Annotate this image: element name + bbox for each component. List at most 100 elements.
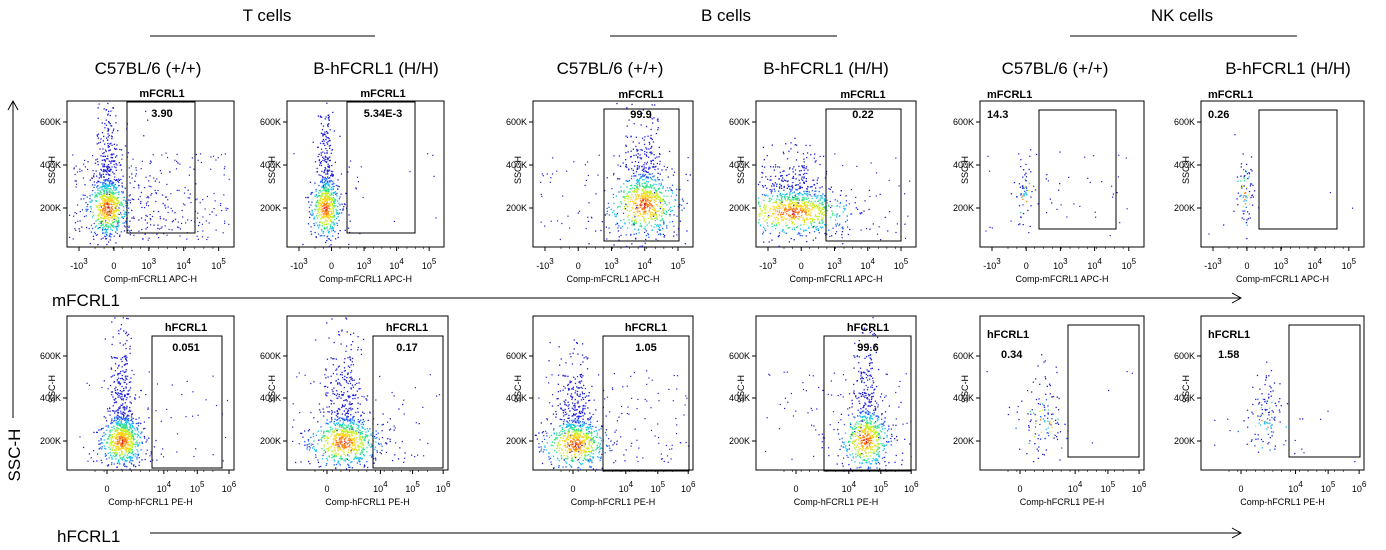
- event-dot: [644, 174, 646, 176]
- event-dot: [143, 435, 145, 438]
- event-dot: [116, 228, 118, 231]
- event-dot: [798, 197, 800, 199]
- event-dot: [663, 212, 665, 215]
- event-dot: [661, 219, 663, 221]
- event-dot: [109, 143, 111, 145]
- event-dot: [101, 132, 104, 134]
- event-dot: [217, 157, 219, 159]
- genotype-title: C57BL/6 (+/+): [557, 59, 664, 78]
- event-dot: [633, 187, 635, 190]
- event-dot: [338, 202, 340, 204]
- event-dot: [644, 188, 646, 190]
- event-dot: [664, 234, 666, 237]
- event-dot: [793, 217, 796, 219]
- group-label-t-cells: T cells: [243, 6, 292, 25]
- event-dot: [100, 216, 102, 219]
- event-dot: [869, 195, 871, 198]
- arrowhead-icon: [1231, 292, 1243, 304]
- event-dot: [222, 232, 224, 234]
- event-dot: [123, 441, 125, 444]
- x-axis-label: Comp-mFCRL1 APC-H: [319, 274, 412, 284]
- event-dot: [111, 136, 113, 138]
- event-dot: [826, 199, 828, 201]
- event-dot: [329, 217, 331, 219]
- event-dot: [110, 110, 112, 112]
- event-dot: [138, 464, 140, 466]
- event-dot: [985, 230, 987, 232]
- event-dot: [661, 169, 663, 171]
- event-dot: [129, 456, 132, 458]
- event-dot: [776, 224, 778, 226]
- event-dot: [792, 216, 794, 218]
- event-dot: [120, 358, 122, 360]
- event-dot: [92, 170, 94, 172]
- event-dot: [640, 177, 642, 179]
- event-dot: [114, 160, 116, 162]
- event-dot: [315, 190, 317, 192]
- event-dot: [663, 212, 665, 214]
- event-dot: [105, 454, 107, 456]
- event-dot: [132, 422, 134, 425]
- event-dot: [123, 230, 126, 232]
- event-dot: [769, 197, 771, 199]
- event-dot: [324, 144, 326, 146]
- event-dot: [124, 357, 127, 359]
- event-dot: [662, 227, 664, 230]
- event-dot: [110, 391, 113, 393]
- x-tick-label: 103: [357, 257, 372, 271]
- event-dot: [644, 198, 646, 200]
- event-dot: [801, 176, 803, 178]
- event-dot: [107, 218, 109, 221]
- event-dot: [125, 442, 127, 444]
- event-dot: [781, 204, 783, 206]
- event-dot: [165, 152, 167, 154]
- event-dot: [813, 184, 815, 186]
- event-dot: [819, 207, 822, 209]
- event-dot: [341, 212, 343, 214]
- event-dot: [106, 217, 108, 219]
- event-dot: [653, 206, 655, 208]
- event-dot: [323, 171, 326, 173]
- event-dot: [102, 210, 104, 212]
- event-dot: [636, 150, 638, 152]
- x-tick-label: 105: [1122, 257, 1137, 271]
- event-dot: [314, 161, 317, 163]
- event-dot: [802, 217, 804, 219]
- y-tick-label: 400K: [953, 160, 974, 170]
- event-dot: [124, 438, 127, 440]
- event-dot: [649, 212, 652, 214]
- event-dot: [125, 370, 127, 373]
- event-dot: [96, 135, 99, 137]
- event-dot: [649, 193, 651, 195]
- event-dot: [130, 337, 132, 340]
- event-dot: [104, 149, 107, 151]
- event-dot: [98, 206, 100, 208]
- event-dot: [115, 218, 117, 220]
- event-dot: [859, 212, 861, 214]
- event-dot: [646, 184, 648, 186]
- event-dot: [327, 137, 329, 139]
- event-dot: [132, 158, 134, 160]
- event-dot: [117, 226, 119, 228]
- event-dot: [109, 181, 111, 183]
- event-dot: [622, 212, 625, 214]
- event-dot: [113, 226, 115, 228]
- event-dot: [812, 226, 814, 228]
- event-dot: [113, 173, 115, 175]
- gate-percent: 0.051: [172, 342, 200, 354]
- event-dot: [789, 227, 791, 229]
- event-dot: [99, 196, 101, 198]
- event-dot: [644, 231, 646, 234]
- event-dot: [127, 199, 130, 201]
- event-dot: [335, 208, 337, 211]
- event-dot: [105, 229, 107, 231]
- event-dot: [340, 173, 343, 175]
- event-dot: [758, 214, 760, 216]
- event-dot: [101, 230, 104, 232]
- event-dot: [137, 444, 139, 446]
- event-dot: [629, 191, 631, 193]
- event-dot: [137, 450, 139, 453]
- event-dot: [104, 236, 107, 238]
- event-dot: [817, 229, 819, 231]
- event-dot: [636, 193, 639, 195]
